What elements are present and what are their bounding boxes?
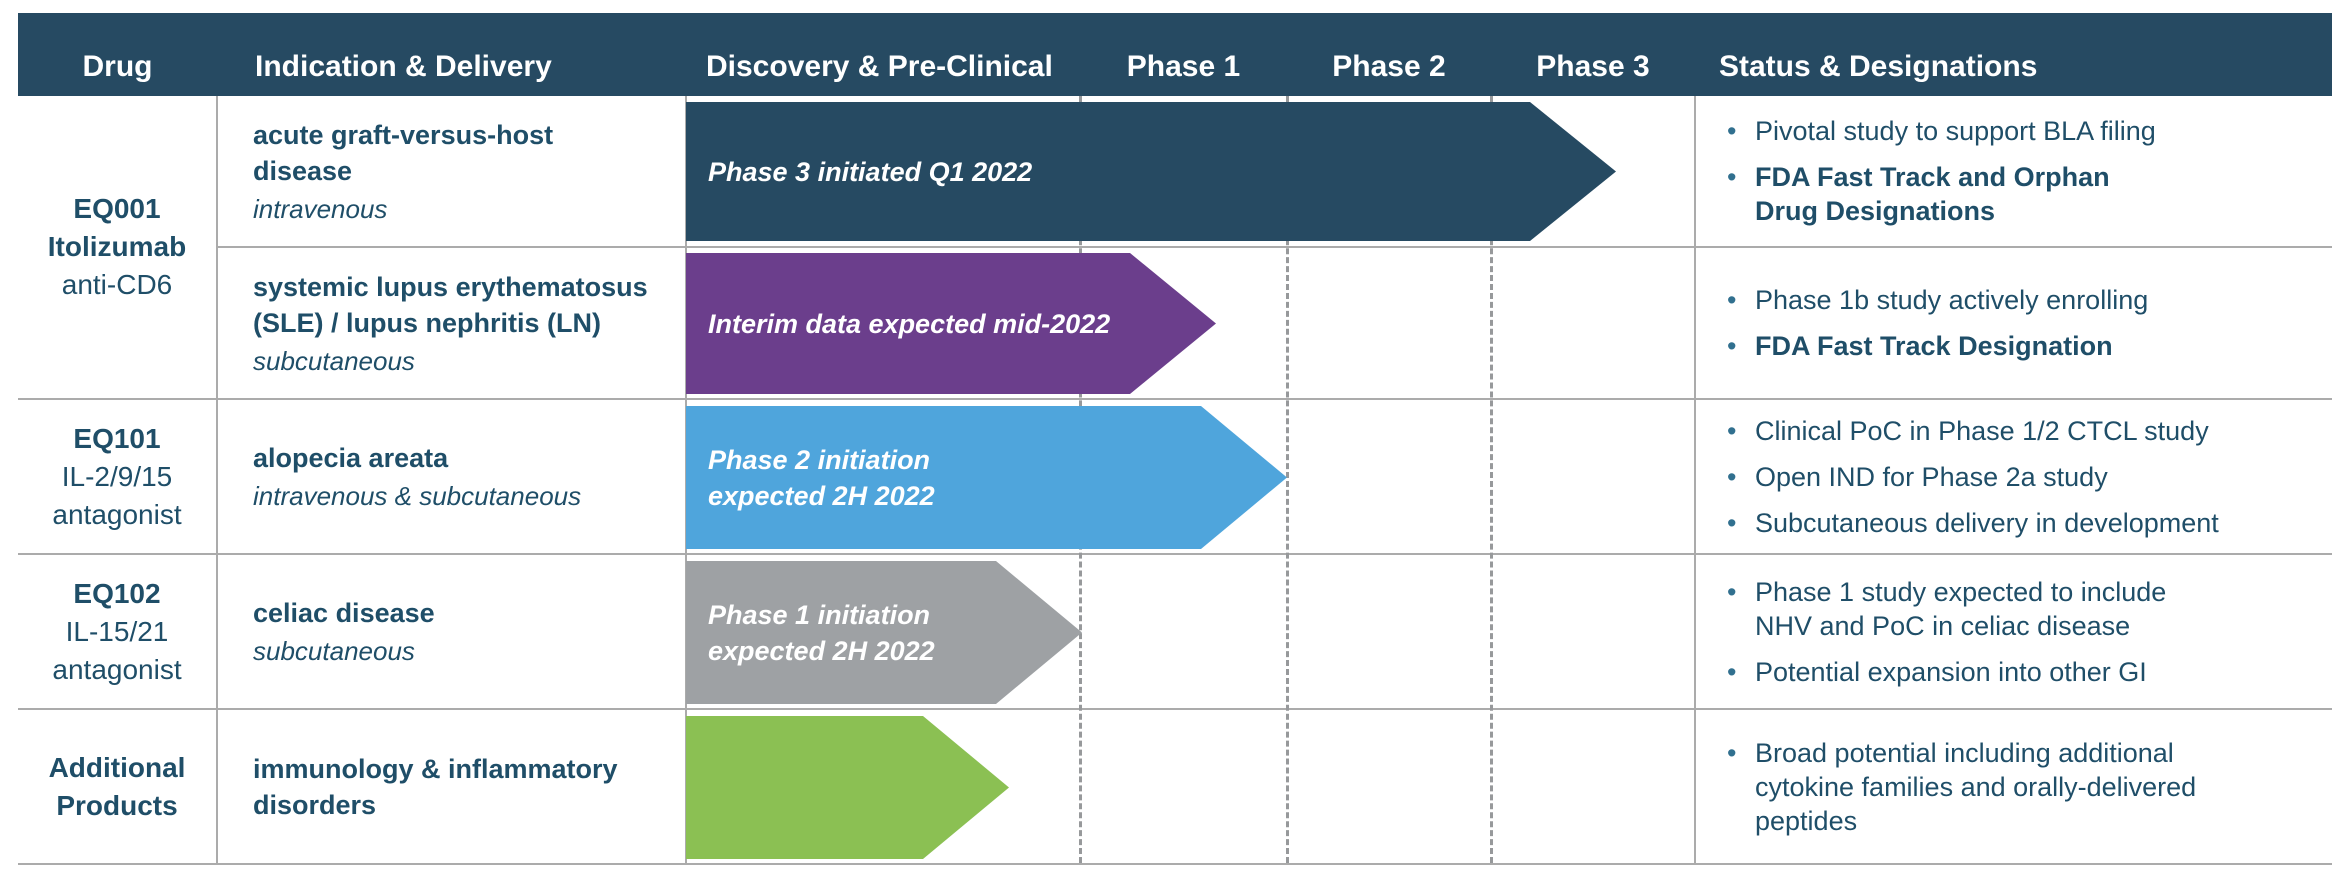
arrow-label: Phase 1 initiation expected 2H 2022 (708, 599, 935, 666)
status-bullet-text: Subcutaneous delivery in development (1755, 507, 2219, 538)
status-cell-gvhd: Pivotal study to support BLA filing FDA … (1695, 96, 2332, 246)
status-bullet-text: FDA Fast Track Designation (1755, 331, 2113, 361)
drug-target: antagonist (52, 653, 182, 685)
column-divider-status (1694, 96, 1696, 865)
status-cell-celiac: Phase 1 study expected to include NHV an… (1695, 555, 2332, 708)
status-bullet: Pivotal study to support BLA filing (1719, 114, 2332, 148)
header-cell-status: Status & Designations (1719, 50, 2038, 83)
drug-cell-additional: Additional Products (18, 710, 216, 863)
indication-title: immunology & inflammatory disorders (253, 753, 618, 820)
indication-cell-gvhd: acute graft-versus-host disease intraven… (217, 96, 686, 246)
indication-title: acute graft-versus-host disease (253, 119, 554, 186)
status-bullet-text: Phase 1b study actively enrolling (1755, 285, 2149, 315)
drug-code: Additional (48, 751, 186, 783)
drug-name: IL-15/21 (65, 615, 169, 647)
drug-name: IL-2/9/15 (61, 460, 173, 492)
header-cell-phase1: Phase 1 (1126, 50, 1241, 83)
header-cell-phase3: Phase 3 (1536, 50, 1650, 83)
drug-cell-eq102: EQ102 IL-15/21 antagonist (18, 555, 216, 708)
status-bullet-text: Open IND for Phase 2a study (1755, 461, 2108, 492)
pipeline-table: Drug Indication & Delivery Discovery & P… (18, 13, 2332, 865)
drug-cell-eq001: EQ001 Itolizumab anti-CD6 (18, 96, 216, 398)
delivery-route: subcutaneous (253, 345, 415, 376)
status-bullet: Phase 1 study expected to include NHV an… (1719, 575, 2332, 643)
status-cell-lupus: Phase 1b study actively enrolling FDA Fa… (1695, 248, 2332, 398)
drug-code: EQ102 (73, 577, 161, 609)
drug-code: EQ101 (73, 422, 161, 454)
status-bullet: Potential expansion into other GI (1719, 655, 2332, 689)
drug-code: EQ001 (73, 193, 161, 224)
delivery-route: subcutaneous (253, 636, 415, 666)
status-bullet-text: FDA Fast Track and Orphan Drug Designati… (1755, 162, 2110, 226)
status-bullet: FDA Fast Track Designation (1719, 329, 2332, 363)
row-divider (216, 246, 2332, 248)
table-header: Drug Indication & Delivery Discovery & P… (18, 13, 2332, 96)
drug-name: Products (56, 789, 178, 821)
phase3-gridline (1490, 96, 1493, 863)
status-bullet-text: Potential expansion into other GI (1755, 656, 2147, 687)
status-bullet: Broad potential including additional cyt… (1719, 736, 2332, 838)
header-cell-drug: Drug (82, 50, 153, 83)
phase2-gridline (1286, 96, 1289, 863)
drug-target: antagonist (52, 498, 182, 530)
delivery-route: intravenous & subcutaneous (253, 481, 582, 511)
header-cell-discovery: Discovery & Pre-Clinical (706, 50, 1053, 83)
arrow-gvhd-phase3: Phase 3 initiated Q1 2022 (686, 102, 1616, 241)
arrow-additional-discovery (686, 716, 1009, 859)
indication-title: celiac disease (253, 598, 435, 628)
status-bullet: FDA Fast Track and Orphan Drug Designati… (1719, 160, 2332, 228)
drug-name: Itolizumab (47, 231, 187, 262)
row-divider (18, 398, 2332, 400)
arrow-label: Phase 2 initiation expected 2H 2022 (708, 444, 935, 511)
indication-title: alopecia areata (253, 443, 449, 473)
status-bullet-text: Pivotal study to support BLA filing (1755, 116, 2156, 146)
delivery-route: intravenous (253, 193, 388, 224)
header-cell-phase2: Phase 2 (1332, 50, 1446, 83)
status-bullet: Clinical PoC in Phase 1/2 CTCL study (1719, 414, 2332, 448)
arrow-alopecia-phase1: Phase 2 initiation expected 2H 2022 (686, 406, 1287, 549)
column-divider-drug (216, 96, 218, 865)
indication-cell-additional: immunology & inflammatory disorders (217, 710, 686, 863)
header-cell-indication: Indication & Delivery (255, 50, 552, 83)
arrow-celiac-preclinical: Phase 1 initiation expected 2H 2022 (686, 561, 1082, 704)
row-divider (18, 553, 2332, 555)
indication-cell-lupus: systemic lupus erythematosus (SLE) / lup… (217, 248, 686, 398)
row-divider (18, 863, 2332, 865)
status-bullet: Phase 1b study actively enrolling (1719, 283, 2332, 317)
status-cell-alopecia: Clinical PoC in Phase 1/2 CTCL study Ope… (1695, 400, 2332, 553)
status-bullet-text: Clinical PoC in Phase 1/2 CTCL study (1755, 415, 2209, 446)
arrow-label: Interim data expected mid-2022 (708, 308, 1111, 339)
arrow-label: Phase 3 initiated Q1 2022 (708, 156, 1033, 187)
status-bullet: Subcutaneous delivery in development (1719, 506, 2332, 540)
row-divider (18, 708, 2332, 710)
status-bullet-text: Phase 1 study expected to include NHV an… (1755, 576, 2167, 641)
drug-cell-eq101: EQ101 IL-2/9/15 antagonist (18, 400, 216, 553)
indication-cell-celiac: celiac disease subcutaneous (217, 555, 686, 708)
arrow-lupus-phase1: Interim data expected mid-2022 (686, 253, 1216, 394)
drug-target: anti-CD6 (61, 269, 173, 300)
status-bullet-text: Broad potential including additional cyt… (1755, 737, 2197, 836)
indication-cell-alopecia: alopecia areata intravenous & subcutaneo… (217, 400, 686, 553)
status-cell-additional: Broad potential including additional cyt… (1695, 710, 2332, 863)
status-bullet: Open IND for Phase 2a study (1719, 460, 2332, 494)
indication-title: systemic lupus erythematosus (SLE) / lup… (253, 271, 648, 338)
